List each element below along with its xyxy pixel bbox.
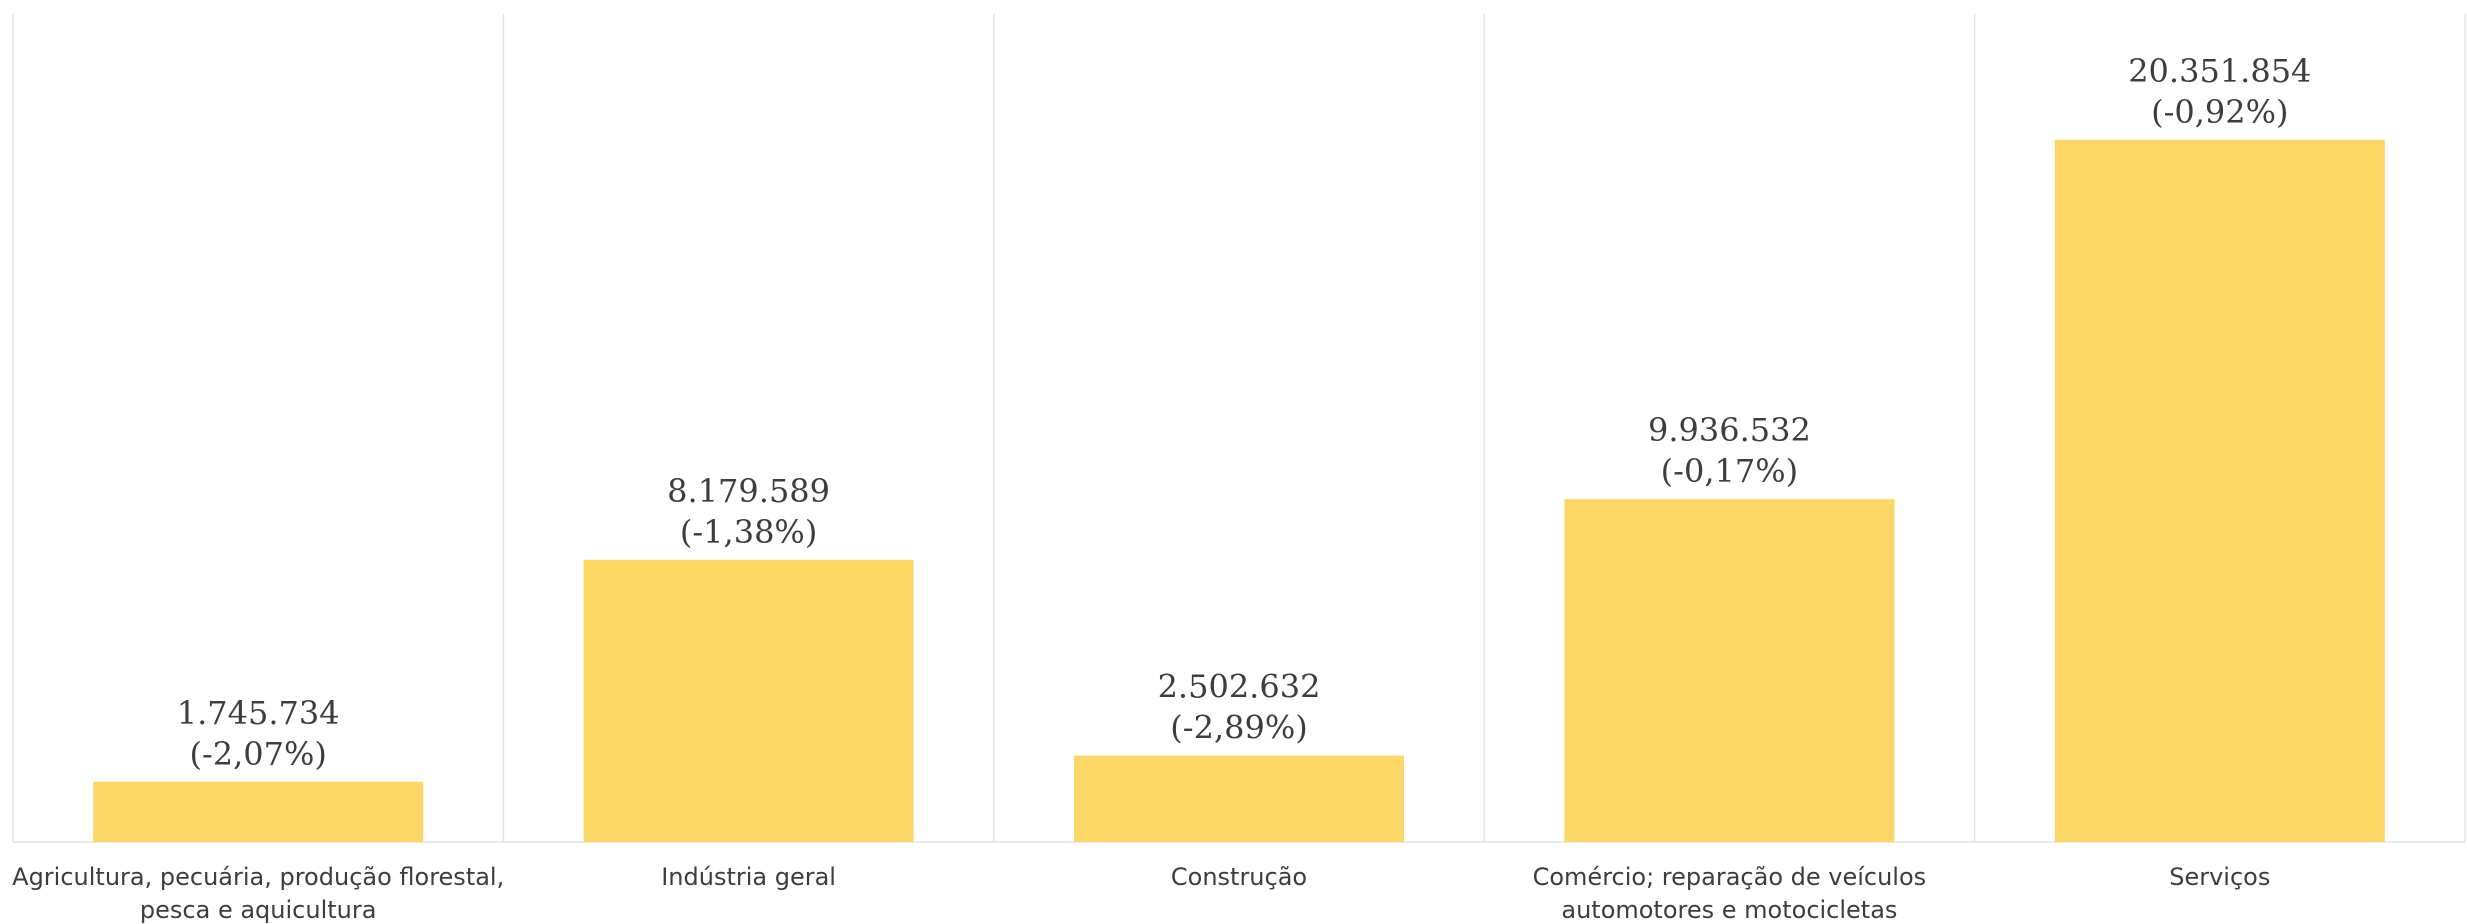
data-label-value: 2.502.632	[1158, 668, 1321, 706]
category-label: pesca e aquicultura	[140, 896, 377, 924]
category-label: Construção	[1171, 863, 1307, 891]
data-label-value: 9.936.532	[1648, 411, 1811, 449]
category-label: Indústria geral	[661, 863, 836, 891]
bar	[93, 781, 424, 842]
category-label: Comércio; reparação de veículos	[1533, 863, 1927, 891]
data-label-change: (-0,17%)	[1661, 452, 1798, 490]
data-label-change: (-2,89%)	[1170, 709, 1307, 747]
data-label-value: 1.745.734	[177, 694, 340, 732]
category-label: Agricultura, pecuária, produção floresta…	[12, 863, 504, 891]
data-label-change: (-2,07%)	[189, 735, 326, 773]
data-label-change: (-1,38%)	[680, 513, 817, 551]
bar	[2054, 139, 2385, 843]
category-label: Serviços	[2169, 863, 2270, 891]
bar	[583, 559, 914, 842]
bar	[1564, 499, 1895, 842]
bar	[1074, 755, 1404, 842]
category-label: automotores e motocicletas	[1561, 896, 1897, 924]
data-label-value: 20.351.854	[2128, 52, 2311, 90]
data-label-change: (-0,92%)	[2151, 93, 2288, 131]
data-label-value: 8.179.589	[667, 472, 830, 510]
